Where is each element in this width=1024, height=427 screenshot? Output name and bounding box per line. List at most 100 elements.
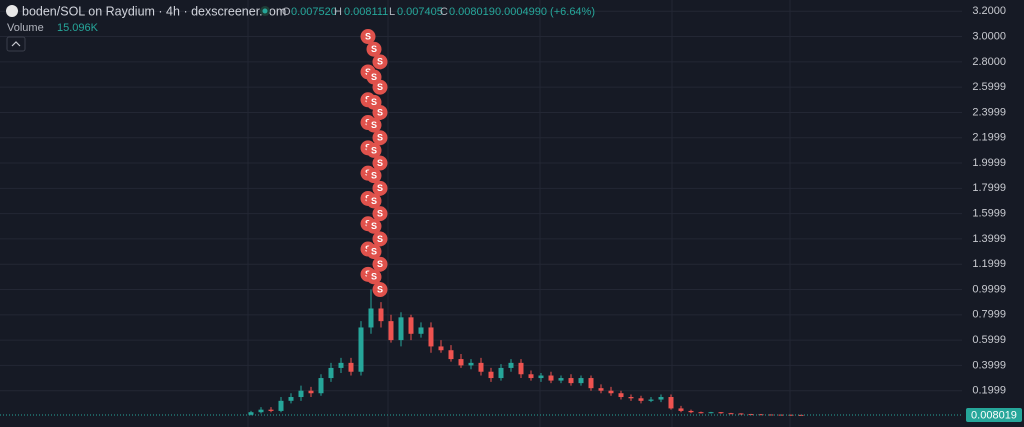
axis-background bbox=[962, 0, 1024, 427]
sell-marker-label: S bbox=[377, 259, 383, 269]
price-tag-label: 0.008019 bbox=[971, 409, 1017, 421]
sell-marker bbox=[366, 218, 382, 234]
candle-body bbox=[408, 317, 414, 334]
candle-body bbox=[528, 374, 534, 379]
candle-body bbox=[488, 371, 494, 379]
candle-body bbox=[598, 388, 604, 391]
token-icon bbox=[6, 5, 18, 17]
y-tick-label: 0.3999 bbox=[972, 359, 1006, 371]
sell-marker-label: S bbox=[377, 183, 383, 193]
sell-marker-label: S bbox=[377, 234, 383, 244]
y-tick-label: 2.1999 bbox=[972, 132, 1006, 144]
sell-marker-label: S bbox=[371, 72, 377, 82]
sell-marker-label: S bbox=[371, 171, 377, 181]
candle-body bbox=[648, 399, 654, 401]
sell-marker bbox=[372, 130, 388, 146]
y-tick-label: 2.3999 bbox=[972, 106, 1006, 118]
sell-markers: SSSSSSSSSSSSSSSSSSSSSSSSSSSSSS bbox=[360, 29, 388, 298]
sell-marker bbox=[366, 193, 382, 209]
candle-body bbox=[568, 378, 574, 384]
y-tick-label: 1.9999 bbox=[972, 157, 1006, 169]
candle-body bbox=[258, 409, 264, 413]
candle-body bbox=[328, 367, 334, 379]
candle-body bbox=[298, 390, 304, 398]
sell-marker bbox=[366, 117, 382, 133]
sell-marker bbox=[372, 256, 388, 272]
sell-marker-label: S bbox=[371, 221, 377, 231]
y-tick-label: 1.1999 bbox=[972, 258, 1006, 270]
sell-marker bbox=[372, 155, 388, 171]
sell-marker-label: S bbox=[377, 209, 383, 219]
candle-body bbox=[558, 378, 564, 381]
open-label: O bbox=[282, 6, 291, 18]
sell-marker bbox=[372, 180, 388, 196]
y-tick-label: 3.2000 bbox=[972, 5, 1006, 17]
sell-marker-label: S bbox=[371, 44, 377, 54]
sell-marker bbox=[366, 269, 382, 285]
candle-body bbox=[358, 327, 364, 372]
candle-body bbox=[508, 362, 514, 368]
candle-body bbox=[318, 378, 324, 394]
sell-marker-label: S bbox=[371, 272, 377, 282]
candle-body bbox=[438, 346, 444, 351]
candle-body bbox=[688, 410, 694, 413]
y-tick-label: 2.5999 bbox=[972, 81, 1006, 93]
sell-marker bbox=[372, 54, 388, 70]
sell-marker-label: S bbox=[371, 246, 377, 256]
candle-body bbox=[638, 398, 644, 401]
close-label: C bbox=[440, 6, 448, 18]
candle-body bbox=[458, 359, 464, 366]
candle-body bbox=[578, 378, 584, 384]
candle-body bbox=[388, 321, 394, 341]
high-value: 0.008111 bbox=[344, 6, 388, 18]
y-tick-label: 3.0000 bbox=[972, 30, 1006, 42]
sell-marker bbox=[366, 168, 382, 184]
low-label: L bbox=[389, 6, 395, 18]
candle-body bbox=[278, 400, 284, 411]
collapse-button[interactable] bbox=[6, 36, 26, 52]
sell-marker-label: S bbox=[365, 67, 371, 77]
candle-body bbox=[718, 412, 724, 414]
y-tick-label: 0.1999 bbox=[972, 385, 1006, 397]
sell-marker-label: S bbox=[377, 284, 383, 294]
sell-marker-label: S bbox=[365, 31, 371, 41]
candle-body bbox=[418, 327, 424, 334]
sell-marker bbox=[366, 244, 382, 260]
sell-marker bbox=[372, 206, 388, 222]
candle-body bbox=[658, 397, 664, 400]
sell-marker-label: S bbox=[371, 196, 377, 206]
candle-body bbox=[288, 397, 294, 401]
sell-marker-label: S bbox=[377, 107, 383, 117]
candle-body bbox=[758, 414, 764, 416]
candle-body bbox=[668, 397, 674, 409]
candle-body bbox=[708, 412, 714, 414]
y-tick-label: 1.3999 bbox=[972, 233, 1006, 245]
sell-marker-label: S bbox=[377, 158, 383, 168]
candle-body bbox=[538, 375, 544, 379]
sell-marker-label: S bbox=[371, 145, 377, 155]
candle-body bbox=[448, 350, 454, 360]
sell-marker-label: S bbox=[377, 82, 383, 92]
y-tick-label: 1.5999 bbox=[972, 208, 1006, 220]
candle-body bbox=[678, 408, 684, 411]
sell-marker bbox=[366, 41, 382, 57]
close-value: 0.008019 bbox=[449, 6, 495, 18]
status-dot bbox=[262, 8, 268, 14]
candle-body bbox=[608, 390, 614, 394]
y-tick-label: 0.5999 bbox=[972, 334, 1006, 346]
candle-body bbox=[728, 413, 734, 415]
sell-marker bbox=[372, 231, 388, 247]
price-tag bbox=[966, 407, 1022, 422]
candle-body bbox=[468, 362, 474, 366]
candle-body bbox=[338, 362, 344, 368]
sell-marker-label: S bbox=[377, 57, 383, 67]
grid bbox=[0, 10, 962, 392]
chart-title: boden/SOL on Raydium · 4h · dexscreener.… bbox=[22, 4, 286, 18]
candle-body bbox=[248, 412, 254, 415]
candle-body bbox=[268, 409, 274, 411]
change-value: 0.0004990 (+6.64%) bbox=[495, 6, 595, 18]
candle-body bbox=[398, 317, 404, 341]
plot bbox=[0, 289, 962, 416]
y-tick-label: 0.7999 bbox=[972, 309, 1006, 321]
candle-body bbox=[378, 308, 384, 322]
